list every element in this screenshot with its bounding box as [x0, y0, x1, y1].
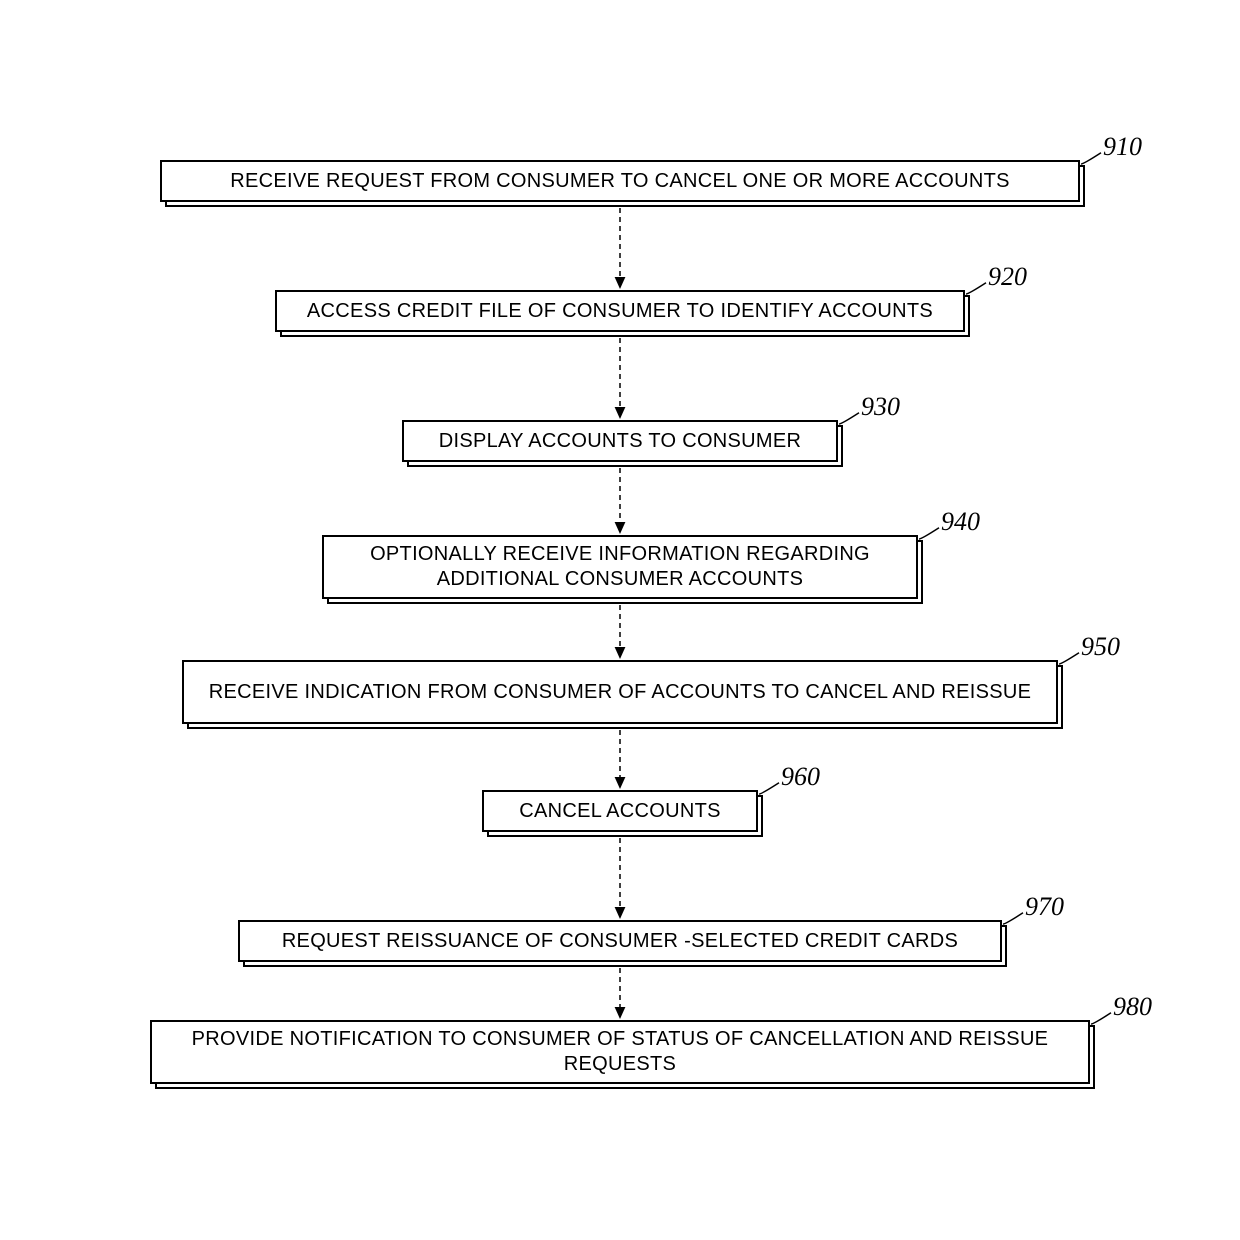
flow-node-text: PROVIDE NOTIFICATION TO CONSUMER OF STAT… [162, 1027, 1078, 1077]
flow-node-ref-label: 950 [1081, 632, 1120, 662]
flow-node: DISPLAY ACCOUNTS TO CONSUMER [402, 420, 838, 462]
flow-node-text: RECEIVE REQUEST FROM CONSUMER TO CANCEL … [230, 169, 1010, 194]
flow-node: ACCESS CREDIT FILE OF CONSUMER TO IDENTI… [275, 290, 965, 332]
flow-node-ref-label: 920 [988, 262, 1027, 292]
flow-node-text: REQUEST REISSUANCE OF CONSUMER -SELECTED… [282, 929, 958, 954]
flow-node: PROVIDE NOTIFICATION TO CONSUMER OF STAT… [150, 1020, 1090, 1084]
flow-node-ref-label: 910 [1103, 132, 1142, 162]
flowchart-canvas: RECEIVE REQUEST FROM CONSUMER TO CANCEL … [0, 0, 1240, 1240]
flow-node-text: CANCEL ACCOUNTS [519, 799, 721, 824]
flow-node: REQUEST REISSUANCE OF CONSUMER -SELECTED… [238, 920, 1002, 962]
flow-node-text: OPTIONALLY RECEIVE INFORMATION REGARDING… [334, 542, 906, 592]
flow-node: OPTIONALLY RECEIVE INFORMATION REGARDING… [322, 535, 918, 599]
flow-node-ref-label: 930 [861, 392, 900, 422]
flow-node-ref-label: 960 [781, 762, 820, 792]
flow-node-ref-label: 980 [1113, 992, 1152, 1022]
flow-node-text: ACCESS CREDIT FILE OF CONSUMER TO IDENTI… [307, 299, 933, 324]
flow-node-ref-label: 940 [941, 507, 980, 537]
flow-node-text: DISPLAY ACCOUNTS TO CONSUMER [439, 429, 802, 454]
flow-node-ref-label: 970 [1025, 892, 1064, 922]
flow-node-text: RECEIVE INDICATION FROM CONSUMER OF ACCO… [209, 680, 1032, 705]
flow-node: RECEIVE INDICATION FROM CONSUMER OF ACCO… [182, 660, 1058, 724]
flow-node: RECEIVE REQUEST FROM CONSUMER TO CANCEL … [160, 160, 1080, 202]
flow-node: CANCEL ACCOUNTS [482, 790, 758, 832]
flow-edge [0, 0, 1, 1]
